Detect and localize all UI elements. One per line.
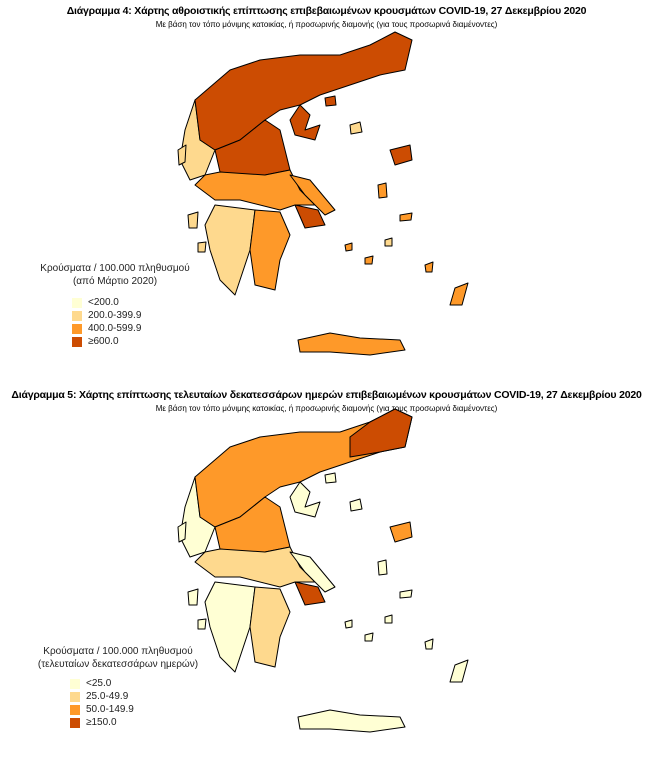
- diagram5-legend: Κρούσματα / 100.000 πληθυσμού (τελευταίω…: [28, 645, 208, 729]
- region-chalkidiki: [289, 481, 321, 518]
- island-lesvos: [389, 521, 413, 543]
- region-euboea: [289, 551, 336, 593]
- island-limnos: [349, 121, 363, 135]
- legend-item: <200.0: [72, 296, 200, 309]
- region-peloponnese-east: [249, 209, 291, 291]
- region-attica: [294, 581, 326, 606]
- legend-swatch: [72, 310, 82, 321]
- legend-swatch: [72, 297, 82, 308]
- legend-label: ≥150.0: [86, 717, 117, 728]
- region-euboea: [289, 174, 336, 216]
- region-peloponnese-east: [249, 586, 291, 668]
- island-limnos: [349, 498, 363, 512]
- region-crete: [297, 332, 406, 356]
- island-zakynthos: [197, 618, 207, 630]
- legend-label: <200.0: [88, 297, 119, 308]
- legend-swatch: [70, 704, 80, 715]
- map-regions: [177, 31, 469, 356]
- island-thasos: [324, 472, 337, 484]
- island-rhodes: [449, 282, 469, 306]
- region-central-greece: [194, 169, 316, 211]
- region-thrace-east: [349, 408, 413, 458]
- island-cyclades-1: [344, 242, 353, 252]
- island-samos: [399, 212, 413, 222]
- legend-label: <25.0: [86, 678, 112, 689]
- island-cyclades-3: [384, 237, 393, 247]
- region-attica: [294, 204, 326, 229]
- island-lesvos: [389, 144, 413, 166]
- legend-item: 200.0-399.9: [72, 309, 200, 322]
- region-chalkidiki: [289, 104, 321, 141]
- region-peloponnese-west: [204, 581, 256, 673]
- island-cyclades-2: [364, 632, 374, 642]
- island-cyclades-1: [344, 619, 353, 629]
- diagram4-subtitle: Με βάση τον τόπο μόνιμης κατοικίας, ή πρ…: [155, 20, 498, 29]
- diagram5-subtitle: Με βάση τον τόπο μόνιμης κατοικίας, ή πρ…: [155, 404, 498, 413]
- diagram4-title: Διάγραμμα 4: Χάρτης αθροιστικής επίπτωση…: [66, 5, 587, 17]
- legend-item: 25.0-49.9: [70, 690, 208, 703]
- legend-label: 400.0-599.9: [88, 323, 142, 334]
- legend-item: ≥150.0: [70, 716, 208, 729]
- legend-item: ≥600.0: [72, 335, 200, 348]
- legend-swatch: [70, 691, 80, 702]
- island-cyclades-2: [364, 255, 374, 265]
- legend-item: 50.0-149.9: [70, 703, 208, 716]
- legend-label: 25.0-49.9: [86, 691, 129, 702]
- legend-swatch: [70, 678, 80, 689]
- legend-subtitle: (από Μάρτιο 2020): [72, 276, 158, 287]
- legend-label: 200.0-399.9: [88, 310, 142, 321]
- island-chios: [377, 559, 388, 576]
- island-dodecanese: [424, 261, 434, 273]
- legend-swatch: [72, 323, 82, 334]
- diagram5-title: Διάγραμμα 5: Χάρτης επίπτωσης τελευταίων…: [11, 389, 642, 401]
- island-cyclades-3: [384, 614, 393, 624]
- legend-title: Κρούσματα / 100.000 πληθυσμού: [43, 646, 193, 657]
- diagram4-map: [177, 31, 469, 356]
- island-dodecanese: [424, 638, 434, 650]
- legend-swatch: [70, 717, 80, 728]
- legend-item: <25.0: [70, 677, 208, 690]
- island-rhodes: [449, 659, 469, 683]
- legend-subtitle: (τελευταίων δεκατεσσάρων ημερών): [37, 659, 199, 670]
- legend-label: ≥600.0: [88, 336, 119, 347]
- diagram5-map: [177, 408, 469, 733]
- legend-label: 50.0-149.9: [86, 704, 134, 715]
- legend-item: 400.0-599.9: [72, 322, 200, 335]
- region-central-greece: [194, 546, 316, 588]
- map-regions: [177, 408, 469, 733]
- island-chios: [377, 182, 388, 199]
- island-kefalonia: [187, 588, 199, 606]
- diagram4-legend: Κρούσματα / 100.000 πληθυσμού (από Μάρτι…: [30, 262, 200, 348]
- region-crete: [297, 709, 406, 733]
- island-samos: [399, 589, 413, 599]
- island-zakynthos: [197, 241, 207, 253]
- legend-title: Κρούσματα / 100.000 πληθυσμού: [40, 263, 190, 274]
- island-corfu: [177, 521, 187, 543]
- region-peloponnese-west: [204, 204, 256, 296]
- island-corfu: [177, 144, 187, 166]
- island-kefalonia: [187, 211, 199, 229]
- legend-swatch: [72, 336, 82, 347]
- island-thasos: [324, 95, 337, 107]
